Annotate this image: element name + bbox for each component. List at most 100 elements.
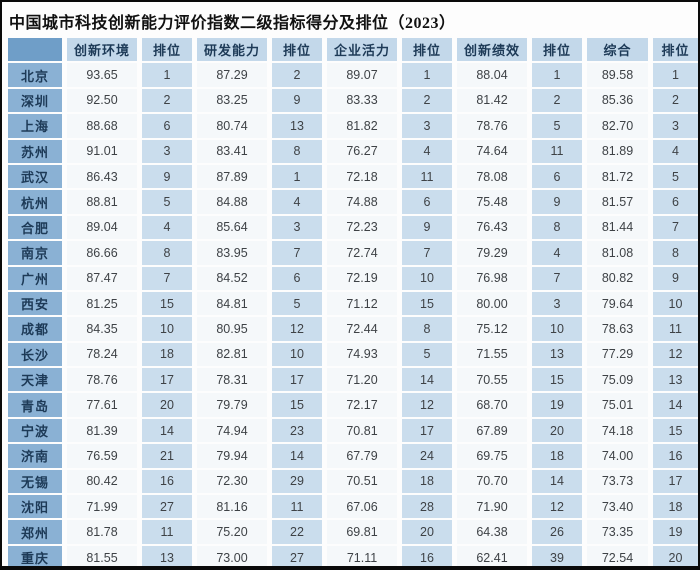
score-cell: 81.72	[587, 164, 648, 189]
rank-cell: 19	[532, 393, 582, 417]
score-cell: 73.73	[587, 469, 648, 494]
score-cell: 85.64	[197, 215, 267, 240]
rank-cell: 5	[142, 190, 192, 214]
rank-cell: 15	[653, 418, 698, 443]
rank-cell: 13	[272, 114, 322, 138]
city-cell: 苏州	[8, 139, 62, 163]
score-cell: 72.17	[327, 393, 397, 417]
rank-cell: 5	[532, 114, 582, 138]
score-cell: 70.55	[457, 368, 527, 392]
score-cell: 92.50	[67, 88, 137, 113]
score-cell: 79.94	[197, 444, 267, 468]
rank-cell: 3	[532, 291, 582, 316]
score-cell: 67.06	[327, 495, 397, 519]
rank-cell: 4	[532, 241, 582, 265]
rank-header: 排位	[653, 38, 698, 62]
score-cell: 81.55	[67, 545, 137, 566]
rank-cell: 13	[653, 368, 698, 392]
city-cell: 武汉	[8, 164, 62, 189]
score-cell: 71.55	[457, 342, 527, 367]
city-cell: 长沙	[8, 342, 62, 367]
score-cell: 83.41	[197, 139, 267, 163]
rank-cell: 2	[142, 88, 192, 113]
rank-cell: 5	[402, 342, 452, 367]
score-cell: 76.59	[67, 444, 137, 468]
score-cell: 75.01	[587, 393, 648, 417]
rank-cell: 18	[142, 342, 192, 367]
score-cell: 83.33	[327, 88, 397, 113]
score-cell: 62.41	[457, 545, 527, 566]
rank-cell: 15	[532, 368, 582, 392]
rank-cell: 18	[402, 469, 452, 494]
score-cell: 70.51	[327, 469, 397, 494]
rank-cell: 2	[402, 88, 452, 113]
column-header: 研发能力	[197, 38, 267, 62]
rank-cell: 12	[532, 495, 582, 519]
score-cell: 69.75	[457, 444, 527, 468]
score-cell: 78.76	[457, 114, 527, 138]
score-cell: 81.25	[67, 291, 137, 316]
rank-cell: 10	[142, 317, 192, 341]
rank-cell: 26	[532, 520, 582, 544]
rank-cell: 8	[142, 241, 192, 265]
rank-cell: 8	[653, 241, 698, 265]
score-cell: 73.00	[197, 545, 267, 566]
score-cell: 91.01	[67, 139, 137, 163]
rank-cell: 6	[142, 114, 192, 138]
rank-cell: 5	[653, 164, 698, 189]
rank-cell: 7	[272, 241, 322, 265]
score-cell: 76.43	[457, 215, 527, 240]
score-cell: 84.88	[197, 190, 267, 214]
city-cell: 杭州	[8, 190, 62, 214]
score-cell: 87.89	[197, 164, 267, 189]
rank-cell: 10	[532, 317, 582, 341]
score-cell: 78.63	[587, 317, 648, 341]
rank-header: 排位	[532, 38, 582, 62]
score-cell: 74.94	[197, 418, 267, 443]
rank-cell: 8	[532, 215, 582, 240]
score-cell: 78.31	[197, 368, 267, 392]
rank-cell: 14	[653, 393, 698, 417]
score-cell: 77.29	[587, 342, 648, 367]
rank-cell: 13	[142, 545, 192, 566]
score-cell: 81.82	[327, 114, 397, 138]
rank-cell: 7	[402, 241, 452, 265]
rank-cell: 18	[653, 495, 698, 519]
score-cell: 89.04	[67, 215, 137, 240]
score-cell: 88.04	[457, 63, 527, 87]
rank-cell: 3	[272, 215, 322, 240]
rank-cell: 27	[142, 495, 192, 519]
score-cell: 84.52	[197, 266, 267, 290]
score-cell: 72.18	[327, 164, 397, 189]
city-cell: 北京	[8, 63, 62, 87]
rank-cell: 20	[653, 545, 698, 566]
rank-cell: 20	[402, 520, 452, 544]
rank-header: 排位	[142, 38, 192, 62]
column-header: 创新环境	[67, 38, 137, 62]
rank-cell: 24	[402, 444, 452, 468]
city-cell: 宁波	[8, 418, 62, 443]
figure-title: 中国城市科技创新能力评价指数二级指标得分及排位（2023）	[9, 15, 456, 32]
rank-cell: 1	[402, 63, 452, 87]
rank-cell: 28	[402, 495, 452, 519]
score-cell: 72.30	[197, 469, 267, 494]
rank-cell: 11	[653, 317, 698, 341]
rank-cell: 12	[402, 393, 452, 417]
column-header: 综合	[587, 38, 648, 62]
rank-cell: 12	[272, 317, 322, 341]
score-cell: 73.40	[587, 495, 648, 519]
score-cell: 84.35	[67, 317, 137, 341]
rank-cell: 15	[402, 291, 452, 316]
rank-cell: 22	[272, 520, 322, 544]
score-cell: 76.98	[457, 266, 527, 290]
score-cell: 72.54	[587, 545, 648, 566]
score-cell: 80.00	[457, 291, 527, 316]
score-cell: 71.12	[327, 291, 397, 316]
score-cell: 82.70	[587, 114, 648, 138]
rank-cell: 18	[532, 444, 582, 468]
score-cell: 77.61	[67, 393, 137, 417]
rank-cell: 4	[272, 190, 322, 214]
score-cell: 68.70	[457, 393, 527, 417]
rank-cell: 6	[272, 266, 322, 290]
city-cell: 重庆	[8, 545, 62, 566]
